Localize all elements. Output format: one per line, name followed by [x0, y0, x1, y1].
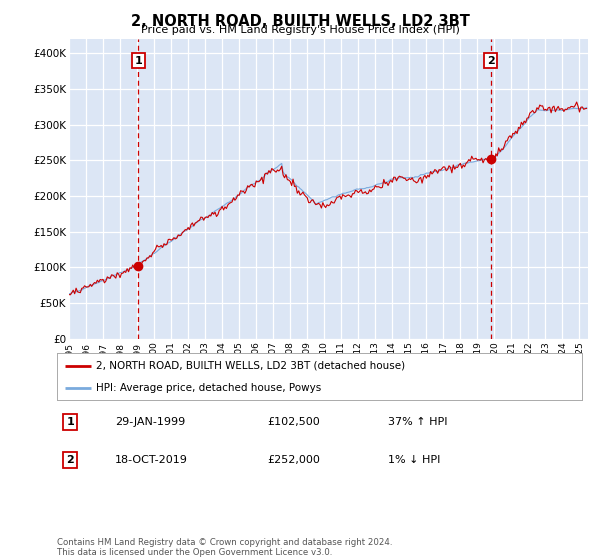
Text: Price paid vs. HM Land Registry's House Price Index (HPI): Price paid vs. HM Land Registry's House …	[140, 25, 460, 35]
Text: 29-JAN-1999: 29-JAN-1999	[115, 417, 185, 427]
Text: 2, NORTH ROAD, BUILTH WELLS, LD2 3BT: 2, NORTH ROAD, BUILTH WELLS, LD2 3BT	[131, 14, 469, 29]
Text: 18-OCT-2019: 18-OCT-2019	[115, 455, 188, 465]
Text: 37% ↑ HPI: 37% ↑ HPI	[388, 417, 447, 427]
Text: HPI: Average price, detached house, Powys: HPI: Average price, detached house, Powy…	[97, 382, 322, 393]
Text: 2: 2	[487, 55, 495, 66]
Text: £252,000: £252,000	[267, 455, 320, 465]
Text: £102,500: £102,500	[267, 417, 320, 427]
Text: 2: 2	[66, 455, 74, 465]
Text: 1: 1	[134, 55, 142, 66]
Text: 1% ↓ HPI: 1% ↓ HPI	[388, 455, 440, 465]
Text: Contains HM Land Registry data © Crown copyright and database right 2024.
This d: Contains HM Land Registry data © Crown c…	[57, 538, 392, 557]
Text: 1: 1	[66, 417, 74, 427]
Text: 2, NORTH ROAD, BUILTH WELLS, LD2 3BT (detached house): 2, NORTH ROAD, BUILTH WELLS, LD2 3BT (de…	[97, 361, 406, 371]
